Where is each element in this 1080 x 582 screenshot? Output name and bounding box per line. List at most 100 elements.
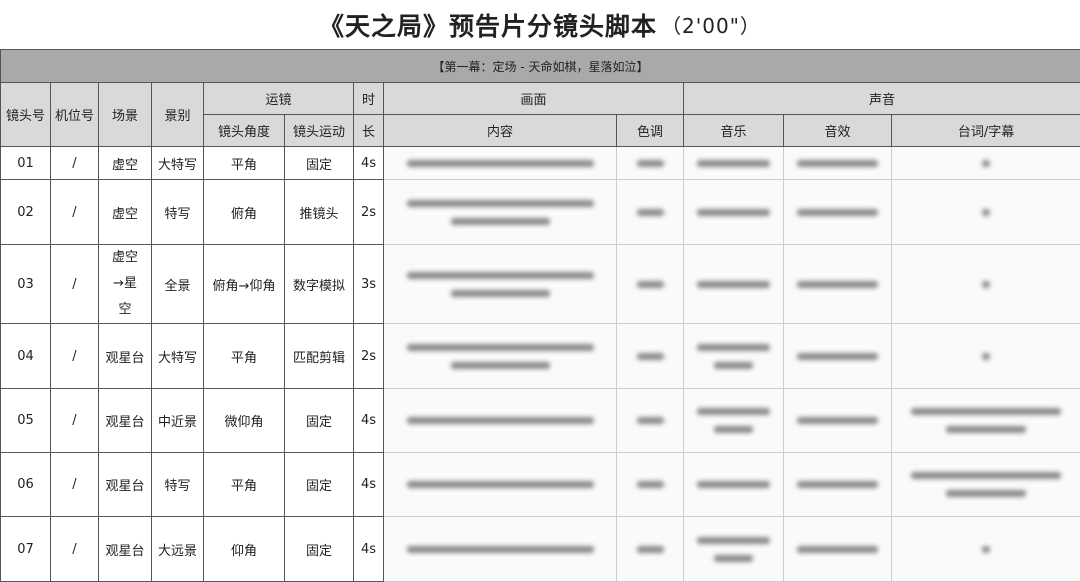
header-picture: 画面: [384, 83, 684, 115]
blurred-cell-dialogue: [892, 147, 1080, 180]
blurred-cell-dialogue: [892, 453, 1080, 517]
blurred-cell-music: [684, 245, 784, 324]
cell-shot-no: 06: [1, 453, 51, 517]
cell-scene: 虚空: [99, 147, 152, 180]
page-title: 《天之局》预告片分镜头脚本 （2'00"）: [0, 0, 1080, 49]
header-duration-bottom: 长: [354, 115, 384, 147]
cell-scene: 观星台: [99, 389, 152, 453]
cell-motion: 固定: [285, 517, 354, 582]
blurred-cell-content: [384, 147, 617, 180]
cell-angle: 俯角: [204, 180, 285, 245]
cell-scene: 虚空: [99, 180, 152, 245]
blurred-cell-sfx: [784, 389, 892, 453]
header-dialogue: 台词/字幕: [892, 115, 1080, 147]
storyboard-table: 【第一幕：定场 - 天命如棋，星落如泣】 镜头号 机位号 场景 景别 运镜 时 …: [0, 49, 1080, 582]
cell-motion: 推镜头: [285, 180, 354, 245]
cell-shot-no: 03: [1, 245, 51, 324]
cell-shot-no: 01: [1, 147, 51, 180]
cell-scene: 观星台: [99, 517, 152, 582]
header-camera-move: 运镜: [204, 83, 354, 115]
blurred-cell-content: [384, 453, 617, 517]
blurred-cell-content: [384, 517, 617, 582]
blurred-cell-tone: [617, 453, 684, 517]
blurred-cell-tone: [617, 517, 684, 582]
blurred-cell-tone: [617, 180, 684, 245]
header-music: 音乐: [684, 115, 784, 147]
cell-angle: 俯角→仰角: [204, 245, 285, 324]
cell-duration: 2s: [354, 324, 384, 389]
cell-motion: 固定: [285, 147, 354, 180]
cell-angle: 微仰角: [204, 389, 285, 453]
cell-shot-size: 大特写: [152, 147, 204, 180]
blurred-cell-sfx: [784, 147, 892, 180]
blurred-cell-dialogue: [892, 389, 1080, 453]
cell-angle: 平角: [204, 324, 285, 389]
blurred-cell-music: [684, 517, 784, 582]
cell-camera-no: /: [51, 180, 99, 245]
cell-scene: 观星台: [99, 324, 152, 389]
blurred-cell-sfx: [784, 180, 892, 245]
cell-camera-no: /: [51, 147, 99, 180]
blurred-cell-content: [384, 180, 617, 245]
cell-duration: 4s: [354, 453, 384, 517]
cell-motion: 固定: [285, 453, 354, 517]
cell-duration: 2s: [354, 180, 384, 245]
blurred-cell-music: [684, 453, 784, 517]
blurred-cell-content: [384, 245, 617, 324]
header-shot-no: 镜头号: [1, 83, 51, 147]
cell-shot-size: 大远景: [152, 517, 204, 582]
blurred-cell-content: [384, 324, 617, 389]
cell-duration: 4s: [354, 517, 384, 582]
blurred-cell-music: [684, 147, 784, 180]
blurred-cell-sfx: [784, 517, 892, 582]
blurred-cell-tone: [617, 389, 684, 453]
cell-shot-size: 全景: [152, 245, 204, 324]
cell-duration: 3s: [354, 245, 384, 324]
blurred-cell-dialogue: [892, 180, 1080, 245]
cell-camera-no: /: [51, 245, 99, 324]
header-camera-no: 机位号: [51, 83, 99, 147]
cell-duration: 4s: [354, 389, 384, 453]
header-scene: 场景: [99, 83, 152, 147]
cell-shot-no: 02: [1, 180, 51, 245]
title-text: 《天之局》预告片分镜头脚本: [319, 7, 657, 43]
cell-motion: 固定: [285, 389, 354, 453]
header-shot-size: 景别: [152, 83, 204, 147]
title-duration: （2'00"）: [661, 10, 761, 39]
blurred-cell-sfx: [784, 245, 892, 324]
cell-angle: 仰角: [204, 517, 285, 582]
cell-scene: 观星台: [99, 453, 152, 517]
cell-angle: 平角: [204, 147, 285, 180]
cell-shot-no: 04: [1, 324, 51, 389]
cell-scene: 虚空→星空: [99, 245, 152, 324]
header-sound: 声音: [684, 83, 1080, 115]
cell-shot-size: 中近景: [152, 389, 204, 453]
blurred-cell-dialogue: [892, 517, 1080, 582]
blurred-cell-tone: [617, 324, 684, 389]
cell-camera-no: /: [51, 453, 99, 517]
cell-shot-size: 特写: [152, 453, 204, 517]
blurred-cell-content: [384, 389, 617, 453]
header-motion: 镜头运动: [285, 115, 354, 147]
blurred-cell-dialogue: [892, 245, 1080, 324]
cell-angle: 平角: [204, 453, 285, 517]
blurred-cell-sfx: [784, 324, 892, 389]
cell-camera-no: /: [51, 517, 99, 582]
header-duration-top: 时: [354, 83, 384, 115]
cell-shot-size: 大特写: [152, 324, 204, 389]
header-angle: 镜头角度: [204, 115, 285, 147]
blurred-cell-dialogue: [892, 324, 1080, 389]
header-sfx: 音效: [784, 115, 892, 147]
blurred-cell-music: [684, 324, 784, 389]
cell-camera-no: /: [51, 324, 99, 389]
cell-shot-no: 05: [1, 389, 51, 453]
blurred-cell-tone: [617, 245, 684, 324]
cell-motion: 数字模拟: [285, 245, 354, 324]
